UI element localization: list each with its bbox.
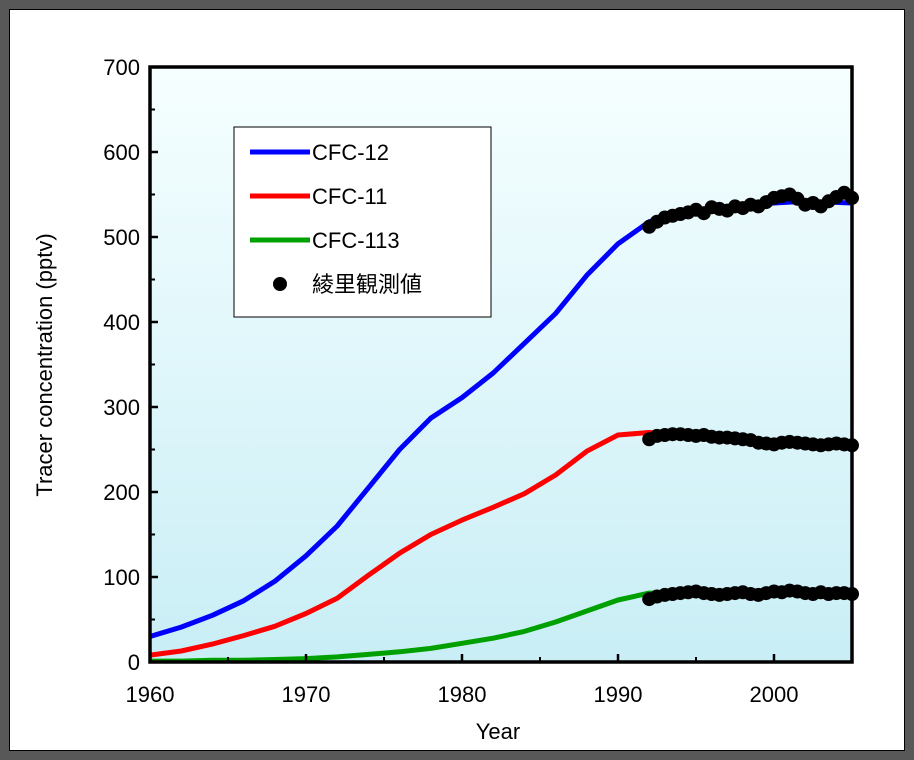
y-tick-label: 300	[103, 395, 140, 420]
y-tick-label: 0	[128, 650, 140, 675]
y-tick-label: 200	[103, 480, 140, 505]
x-tick-label: 1970	[282, 682, 331, 707]
y-axis-title: Tracer concentration (pptv)	[32, 233, 57, 496]
legend-items: CFC-12 CFC-11 CFC-113 綾里観測値	[250, 140, 422, 297]
chart-frame: 0 100 200 300 400 500 600 700 1960 1970 1980 1990 20…	[9, 9, 905, 751]
y-tick-label: 500	[103, 225, 140, 250]
x-tick-label: 1980	[438, 682, 487, 707]
legend-label: CFC-11	[312, 184, 387, 209]
legend: CFC-12 CFC-11 CFC-113 綾里観測値	[233, 126, 492, 318]
legend-label: 綾里観測値	[312, 272, 422, 297]
y-tick-label: 700	[103, 55, 140, 80]
legend-marker-swatch	[273, 277, 287, 291]
y-tick-label: 100	[103, 565, 140, 590]
x-tick-label: 2000	[750, 682, 799, 707]
x-tick-label: 1960	[126, 682, 175, 707]
x-axis-title: Year	[476, 719, 520, 744]
line-chart: 0 100 200 300 400 500 600 700 1960 1970 1980 1990 20…	[32, 55, 859, 744]
legend-label: CFC-113	[312, 228, 400, 253]
scatter-layer	[642, 185, 859, 607]
legend-label: CFC-12	[312, 140, 389, 165]
y-tick-label: 600	[103, 140, 140, 165]
x-tick-label: 1990	[594, 682, 643, 707]
y-tick-label: 400	[103, 310, 140, 335]
axis-layer: 0 100 200 300 400 500 600 700 1960 1970 1980 1990 20…	[103, 55, 798, 707]
